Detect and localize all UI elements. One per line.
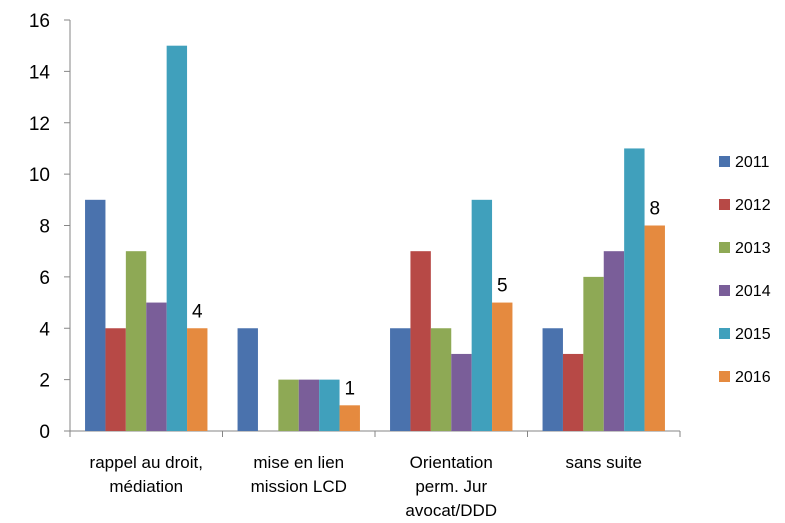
data-label: 8: [649, 199, 660, 220]
y-tick-label: 6: [39, 268, 50, 289]
legend-swatch: [719, 156, 730, 167]
bar-2016: [492, 302, 513, 431]
y-tick-label: 0: [39, 422, 50, 443]
legend: 2011 2012 2013 2014 2015 2016: [719, 154, 771, 386]
bar-2016: [339, 405, 360, 431]
bar-2011: [542, 328, 563, 431]
bar-2015: [624, 148, 645, 431]
legend-swatch: [719, 285, 730, 296]
y-tick-label: 12: [29, 114, 50, 135]
bar-2013: [278, 379, 299, 431]
bar-2014: [451, 353, 472, 431]
data-labels: 4 1 5 8: [192, 199, 660, 400]
legend-label: 2011: [735, 154, 770, 171]
legend-label: 2015: [735, 326, 771, 343]
legend-swatch: [719, 242, 730, 253]
legend-swatch: [719, 199, 730, 210]
bar-2015: [166, 45, 188, 431]
data-label: 5: [497, 276, 508, 297]
y-tick-label: 14: [29, 62, 51, 83]
bar-2011: [390, 328, 411, 431]
bar-2013: [583, 276, 604, 431]
legend-swatch: [719, 328, 730, 339]
bar-2015: [471, 199, 493, 431]
legend-label: 2012: [735, 197, 771, 214]
category-label: mise en lien mission LCD: [251, 453, 347, 496]
bar-2014: [298, 379, 320, 431]
legend-label: 2016: [735, 369, 771, 386]
y-tick-label: 4: [39, 319, 50, 340]
y-tick-label: 8: [39, 217, 50, 238]
bars: [85, 45, 665, 431]
bar-2011: [237, 328, 258, 431]
bar-2015: [319, 379, 340, 431]
bar-2016: [187, 328, 208, 431]
data-label: 4: [192, 301, 203, 322]
y-tick-label: 10: [29, 165, 50, 186]
bar-2014: [146, 302, 167, 431]
y-tick-label: 2: [39, 371, 50, 392]
legend-label: 2014: [735, 283, 771, 300]
data-label: 1: [344, 378, 355, 399]
bar-2012: [562, 353, 584, 431]
category-label: Orientation perm. Jur avocat/DDD: [405, 453, 497, 520]
legend-swatch: [719, 371, 730, 382]
bar-2013: [430, 328, 452, 431]
bar-2013: [125, 251, 147, 431]
bar-2012: [410, 251, 431, 431]
bar-2016: [644, 225, 665, 431]
bar-2012: [105, 328, 126, 431]
bar-2011: [85, 199, 106, 431]
legend-label: 2013: [735, 240, 771, 257]
category-label: sans suite: [565, 453, 642, 472]
y-tick-label: 16: [29, 11, 50, 32]
bar-2014: [603, 251, 625, 431]
category-label: rappel au droit, médiation: [90, 453, 203, 496]
